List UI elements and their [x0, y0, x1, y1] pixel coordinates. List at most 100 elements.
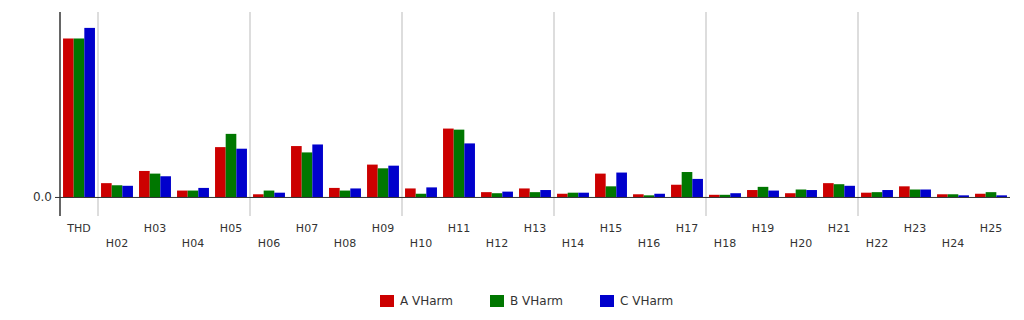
bar [747, 190, 758, 197]
bar [502, 192, 513, 198]
bar [492, 193, 503, 197]
legend-label: B VHarm [510, 294, 563, 308]
bar [682, 172, 693, 197]
bar [519, 188, 530, 197]
bar [150, 174, 161, 198]
bar [654, 194, 665, 198]
bar [312, 144, 323, 197]
bar [899, 186, 910, 197]
y-tick [55, 197, 60, 198]
group-separator [250, 12, 251, 216]
bar [823, 183, 834, 197]
legend-swatch [380, 295, 394, 307]
bar [758, 187, 769, 198]
bar [378, 168, 389, 197]
bar [367, 165, 378, 198]
x-tick-label: H24 [942, 237, 964, 250]
x-tick-label: H07 [296, 222, 318, 235]
group-separator [706, 12, 707, 216]
bar [692, 179, 703, 198]
x-tick-label: H05 [220, 222, 242, 235]
legend-swatch [490, 295, 504, 307]
x-tick-label: H08 [334, 237, 356, 250]
bar [274, 193, 285, 198]
bar [616, 173, 627, 198]
x-tick-label: H25 [980, 222, 1002, 235]
x-tick-label: H11 [448, 222, 470, 235]
y-axis-line [59, 12, 61, 216]
bar [882, 190, 893, 197]
bar [986, 192, 997, 197]
bar [443, 129, 454, 198]
bar [606, 186, 617, 197]
bar [101, 183, 112, 197]
bar [291, 146, 302, 197]
bar [122, 186, 133, 198]
bar [481, 192, 492, 197]
y-tick-label: 0.0 [33, 190, 52, 204]
x-tick-label: H20 [790, 237, 812, 250]
bar [464, 143, 475, 197]
bar [861, 193, 872, 198]
bar [426, 187, 437, 197]
x-tick-label: H06 [258, 237, 280, 250]
x-tick-label: H14 [562, 237, 584, 250]
bar [796, 190, 807, 198]
legend: A VHarmB VHarmC VHarm [380, 294, 673, 308]
x-tick-label: THD [66, 222, 90, 235]
group-separator [402, 12, 403, 216]
x-tick-label: H16 [638, 237, 660, 250]
bar [388, 166, 399, 198]
bar [236, 149, 247, 198]
bar [63, 38, 74, 197]
bar [198, 188, 209, 198]
bar [139, 171, 150, 197]
bars [63, 28, 1007, 198]
x-tick-label: H12 [486, 237, 508, 250]
x-tick-label: H22 [866, 237, 888, 250]
bar [302, 152, 313, 197]
bar [416, 194, 427, 198]
bar [329, 188, 340, 198]
bar [844, 186, 855, 198]
bar [872, 192, 883, 197]
x-tick-label: H09 [372, 222, 394, 235]
bar [405, 188, 416, 197]
group-separator [98, 12, 99, 216]
bar [215, 147, 226, 197]
bar [730, 193, 741, 197]
bar [595, 174, 606, 198]
bar [264, 191, 275, 198]
bar [920, 190, 931, 198]
x-tick-label: H19 [752, 222, 774, 235]
bar [785, 193, 796, 197]
bar [834, 184, 845, 197]
group-separator [858, 12, 859, 216]
x-tick-label: H23 [904, 222, 926, 235]
bar [74, 38, 85, 197]
x-tick-label: H04 [182, 237, 204, 250]
bar [188, 191, 199, 198]
x-tick-label: H15 [600, 222, 622, 235]
x-tick-label: H03 [144, 222, 166, 235]
bar [578, 193, 589, 198]
bar [350, 188, 361, 197]
bar [454, 130, 465, 198]
bar [160, 176, 171, 197]
x-tick-label: H13 [524, 222, 546, 235]
legend-label: A VHarm [400, 294, 453, 308]
bar [340, 191, 351, 198]
bar [671, 185, 682, 198]
zero-line [60, 197, 1010, 198]
x-tick-label: H17 [676, 222, 698, 235]
bar [806, 190, 817, 197]
group-separator [554, 12, 555, 216]
x-tick-label: H18 [714, 237, 736, 250]
bar [768, 191, 779, 198]
x-tick-label: H02 [106, 237, 128, 250]
bar [84, 28, 95, 198]
x-tick-label: H10 [410, 237, 432, 250]
legend-swatch [600, 295, 614, 307]
bar [568, 193, 579, 198]
x-tick-label: H21 [828, 222, 850, 235]
